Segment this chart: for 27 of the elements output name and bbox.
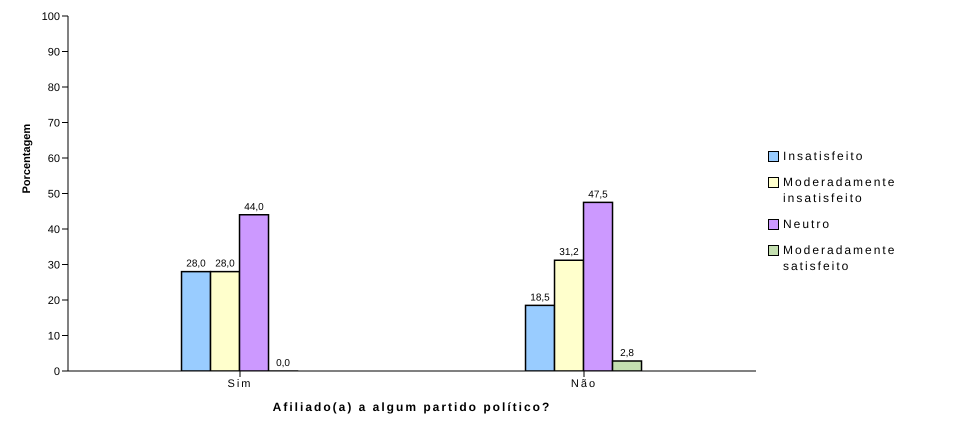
data-label: 2,8 xyxy=(620,348,634,360)
y-tick-label: 90 xyxy=(48,46,60,58)
x-axis-title: Afiliado(a) a algum partido político? xyxy=(272,400,552,414)
y-tick-label: 100 xyxy=(42,10,60,23)
data-label: 0,0 xyxy=(276,358,290,369)
data-label: 44,0 xyxy=(244,202,264,213)
data-label: 31,2 xyxy=(559,247,580,258)
data-label: 47,5 xyxy=(588,189,608,200)
y-axis-title: Porcentagem xyxy=(20,124,33,194)
y-tick-label: 20 xyxy=(48,294,60,307)
y-tick-label: 60 xyxy=(48,152,60,165)
legend-label: Neutro xyxy=(783,216,832,232)
y-tick-label: 50 xyxy=(48,188,60,200)
y-tick-label: 0 xyxy=(54,366,60,378)
y-tick-label: 40 xyxy=(48,224,60,236)
data-label: 28,0 xyxy=(215,258,236,270)
legend-label: Insatisfeito xyxy=(783,148,864,164)
legend-label: Moderadamente insatisfeito xyxy=(783,174,898,206)
x-tick-label: Sim xyxy=(228,378,252,390)
data-label: 18,5 xyxy=(530,292,550,304)
y-tick-label: 10 xyxy=(48,330,60,342)
data-label: 28,0 xyxy=(186,258,206,270)
x-tick-label: Não xyxy=(570,378,598,390)
y-tick-label: 80 xyxy=(48,82,60,94)
y-tick-label: 30 xyxy=(48,259,60,272)
legend-label: Moderadamente satisfeito xyxy=(783,242,898,274)
y-tick-label: 70 xyxy=(48,117,60,130)
